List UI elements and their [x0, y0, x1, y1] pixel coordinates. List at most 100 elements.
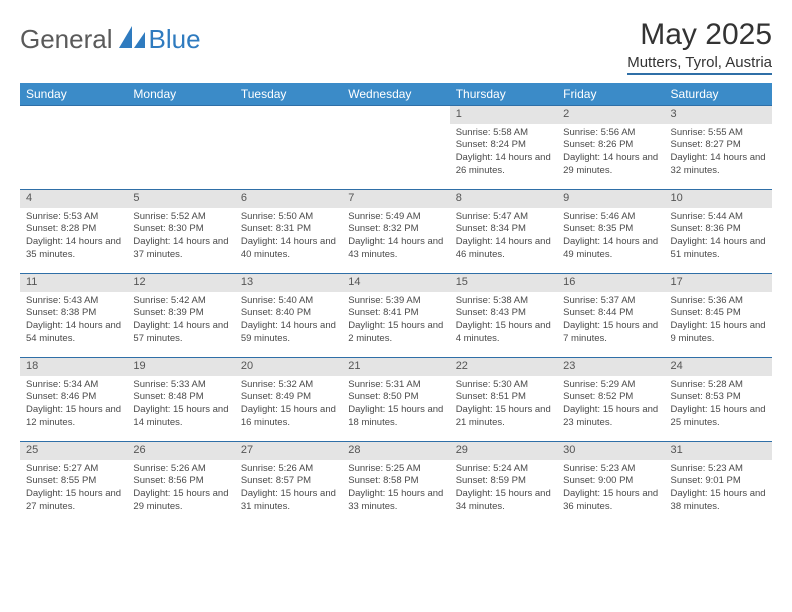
day-number-cell: 15	[450, 274, 557, 292]
sunrise-line: Sunrise: 5:29 AM	[563, 379, 658, 392]
day-detail-cell: Sunrise: 5:42 AMSunset: 8:39 PMDaylight:…	[127, 292, 234, 358]
daylight-line: Daylight: 15 hours and 38 minutes.	[671, 488, 766, 514]
sunset-line: Sunset: 8:45 PM	[671, 307, 766, 320]
daylight-line: Daylight: 15 hours and 14 minutes.	[133, 404, 228, 430]
sunset-line: Sunset: 8:46 PM	[26, 391, 121, 404]
day-detail-cell: Sunrise: 5:26 AMSunset: 8:57 PMDaylight:…	[235, 460, 342, 526]
day-number-cell: 22	[450, 358, 557, 376]
sunrise-line: Sunrise: 5:47 AM	[456, 211, 551, 224]
sunrise-line: Sunrise: 5:52 AM	[133, 211, 228, 224]
sunset-line: Sunset: 9:01 PM	[671, 475, 766, 488]
day-detail-cell: Sunrise: 5:33 AMSunset: 8:48 PMDaylight:…	[127, 376, 234, 442]
daylight-line: Daylight: 15 hours and 7 minutes.	[563, 320, 658, 346]
sunset-line: Sunset: 8:52 PM	[563, 391, 658, 404]
day-detail-cell: Sunrise: 5:27 AMSunset: 8:55 PMDaylight:…	[20, 460, 127, 526]
calendar-page: General Blue May 2025 Mutters, Tyrol, Au…	[0, 0, 792, 536]
day-detail-cell: Sunrise: 5:25 AMSunset: 8:58 PMDaylight:…	[342, 460, 449, 526]
day-number-cell	[235, 106, 342, 124]
day-number-cell: 21	[342, 358, 449, 376]
sunset-line: Sunset: 9:00 PM	[563, 475, 658, 488]
day-detail-cell: Sunrise: 5:39 AMSunset: 8:41 PMDaylight:…	[342, 292, 449, 358]
sunrise-line: Sunrise: 5:50 AM	[241, 211, 336, 224]
weekday-header: Sunday	[20, 83, 127, 106]
logo-sail-icon	[119, 26, 145, 53]
day-detail-cell: Sunrise: 5:37 AMSunset: 8:44 PMDaylight:…	[557, 292, 664, 358]
day-number-cell: 31	[665, 442, 772, 460]
sunset-line: Sunset: 8:59 PM	[456, 475, 551, 488]
sunset-line: Sunset: 8:28 PM	[26, 223, 121, 236]
sunrise-line: Sunrise: 5:32 AM	[241, 379, 336, 392]
sunset-line: Sunset: 8:35 PM	[563, 223, 658, 236]
weekday-header: Wednesday	[342, 83, 449, 106]
day-detail-cell: Sunrise: 5:43 AMSunset: 8:38 PMDaylight:…	[20, 292, 127, 358]
day-number-row: 123	[20, 106, 772, 124]
daylight-line: Daylight: 14 hours and 40 minutes.	[241, 236, 336, 262]
day-number-cell: 23	[557, 358, 664, 376]
day-detail-cell: Sunrise: 5:30 AMSunset: 8:51 PMDaylight:…	[450, 376, 557, 442]
page-header: General Blue May 2025 Mutters, Tyrol, Au…	[20, 18, 772, 75]
day-detail-cell: Sunrise: 5:32 AMSunset: 8:49 PMDaylight:…	[235, 376, 342, 442]
sunrise-line: Sunrise: 5:30 AM	[456, 379, 551, 392]
sunset-line: Sunset: 8:24 PM	[456, 139, 551, 152]
weekday-header-row: Sunday Monday Tuesday Wednesday Thursday…	[20, 83, 772, 106]
day-detail-cell: Sunrise: 5:23 AMSunset: 9:01 PMDaylight:…	[665, 460, 772, 526]
day-number-cell: 18	[20, 358, 127, 376]
day-detail-row: Sunrise: 5:53 AMSunset: 8:28 PMDaylight:…	[20, 208, 772, 274]
daylight-line: Daylight: 15 hours and 2 minutes.	[348, 320, 443, 346]
daylight-line: Daylight: 15 hours and 23 minutes.	[563, 404, 658, 430]
daylight-line: Daylight: 15 hours and 12 minutes.	[26, 404, 121, 430]
sunset-line: Sunset: 8:36 PM	[671, 223, 766, 236]
daylight-line: Daylight: 15 hours and 9 minutes.	[671, 320, 766, 346]
day-detail-cell: Sunrise: 5:53 AMSunset: 8:28 PMDaylight:…	[20, 208, 127, 274]
brand-logo: General Blue	[20, 18, 201, 55]
daylight-line: Daylight: 15 hours and 34 minutes.	[456, 488, 551, 514]
day-detail-cell: Sunrise: 5:44 AMSunset: 8:36 PMDaylight:…	[665, 208, 772, 274]
daylight-line: Daylight: 14 hours and 35 minutes.	[26, 236, 121, 262]
daylight-line: Daylight: 15 hours and 21 minutes.	[456, 404, 551, 430]
day-number-cell: 20	[235, 358, 342, 376]
day-number-cell: 26	[127, 442, 234, 460]
sunset-line: Sunset: 8:27 PM	[671, 139, 766, 152]
daylight-line: Daylight: 15 hours and 18 minutes.	[348, 404, 443, 430]
day-detail-cell: Sunrise: 5:23 AMSunset: 9:00 PMDaylight:…	[557, 460, 664, 526]
daylight-line: Daylight: 15 hours and 36 minutes.	[563, 488, 658, 514]
sunset-line: Sunset: 8:48 PM	[133, 391, 228, 404]
sunrise-line: Sunrise: 5:55 AM	[671, 127, 766, 140]
day-detail-cell: Sunrise: 5:55 AMSunset: 8:27 PMDaylight:…	[665, 124, 772, 190]
day-number-cell: 17	[665, 274, 772, 292]
daylight-line: Daylight: 14 hours and 54 minutes.	[26, 320, 121, 346]
sunset-line: Sunset: 8:31 PM	[241, 223, 336, 236]
day-detail-cell: Sunrise: 5:38 AMSunset: 8:43 PMDaylight:…	[450, 292, 557, 358]
day-detail-cell: Sunrise: 5:46 AMSunset: 8:35 PMDaylight:…	[557, 208, 664, 274]
sunrise-line: Sunrise: 5:24 AM	[456, 463, 551, 476]
day-number-cell: 8	[450, 190, 557, 208]
day-number-cell: 4	[20, 190, 127, 208]
day-number-cell: 3	[665, 106, 772, 124]
weekday-header: Tuesday	[235, 83, 342, 106]
sunset-line: Sunset: 8:30 PM	[133, 223, 228, 236]
day-number-cell: 14	[342, 274, 449, 292]
day-number-row: 11121314151617	[20, 274, 772, 292]
sunrise-line: Sunrise: 5:34 AM	[26, 379, 121, 392]
sunrise-line: Sunrise: 5:40 AM	[241, 295, 336, 308]
daylight-line: Daylight: 14 hours and 26 minutes.	[456, 152, 551, 178]
day-number-cell: 6	[235, 190, 342, 208]
sunrise-line: Sunrise: 5:25 AM	[348, 463, 443, 476]
day-number-cell: 30	[557, 442, 664, 460]
daylight-line: Daylight: 15 hours and 31 minutes.	[241, 488, 336, 514]
weekday-header: Monday	[127, 83, 234, 106]
sunrise-line: Sunrise: 5:58 AM	[456, 127, 551, 140]
sunset-line: Sunset: 8:50 PM	[348, 391, 443, 404]
day-number-row: 18192021222324	[20, 358, 772, 376]
location-subtitle: Mutters, Tyrol, Austria	[627, 54, 772, 71]
sunrise-line: Sunrise: 5:49 AM	[348, 211, 443, 224]
sunset-line: Sunset: 8:43 PM	[456, 307, 551, 320]
daylight-line: Daylight: 14 hours and 29 minutes.	[563, 152, 658, 178]
sunset-line: Sunset: 8:55 PM	[26, 475, 121, 488]
day-number-cell: 27	[235, 442, 342, 460]
day-detail-cell: Sunrise: 5:36 AMSunset: 8:45 PMDaylight:…	[665, 292, 772, 358]
daylight-line: Daylight: 14 hours and 46 minutes.	[456, 236, 551, 262]
day-detail-row: Sunrise: 5:58 AMSunset: 8:24 PMDaylight:…	[20, 124, 772, 190]
day-number-cell: 28	[342, 442, 449, 460]
day-detail-cell: Sunrise: 5:28 AMSunset: 8:53 PMDaylight:…	[665, 376, 772, 442]
